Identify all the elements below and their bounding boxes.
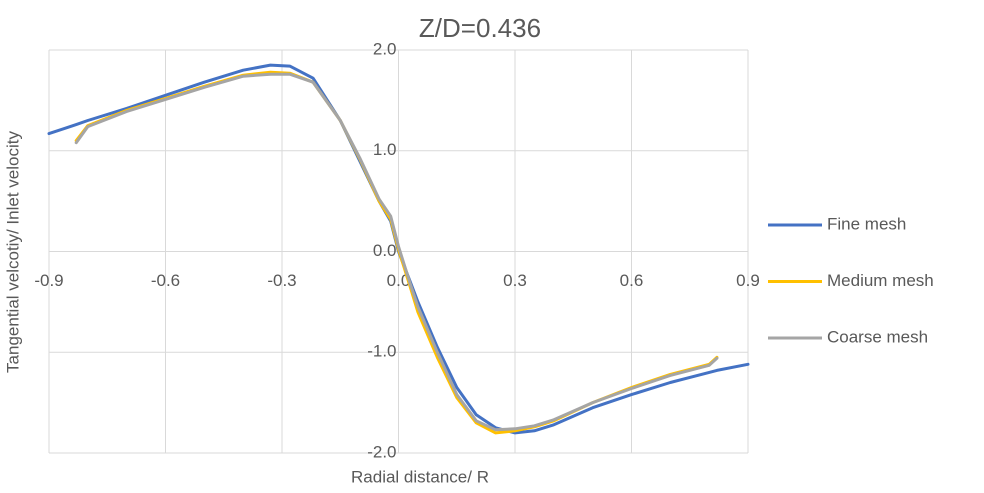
y-axis-label: Tangential velcotiy/ Inlet velocity — [3, 131, 22, 373]
y-tick-label: 0.0 — [373, 241, 397, 260]
x-axis-label: Radial distance/ R — [351, 467, 489, 486]
y-tick-label: 1.0 — [373, 140, 397, 159]
series-line — [74, 72, 719, 432]
y-tick-label: 2.0 — [373, 39, 397, 58]
y-tick-label: -1.0 — [367, 342, 396, 361]
chart-title: Z/D=0.436 — [419, 13, 541, 43]
x-tick-label: -0.9 — [34, 271, 63, 290]
legend-label: Medium mesh — [827, 271, 934, 290]
x-tick-label: -0.3 — [267, 271, 296, 290]
x-tick-label: 0.6 — [620, 271, 644, 290]
x-tick-label: 0.0 — [387, 271, 411, 290]
series-line — [74, 70, 719, 435]
x-tick-label: 0.3 — [503, 271, 527, 290]
legend-label: Fine mesh — [827, 214, 906, 233]
x-tick-label: -0.6 — [151, 271, 180, 290]
x-tick-label: 0.9 — [736, 271, 760, 290]
legend-label: Coarse mesh — [827, 327, 928, 346]
y-tick-label: -2.0 — [367, 442, 396, 461]
